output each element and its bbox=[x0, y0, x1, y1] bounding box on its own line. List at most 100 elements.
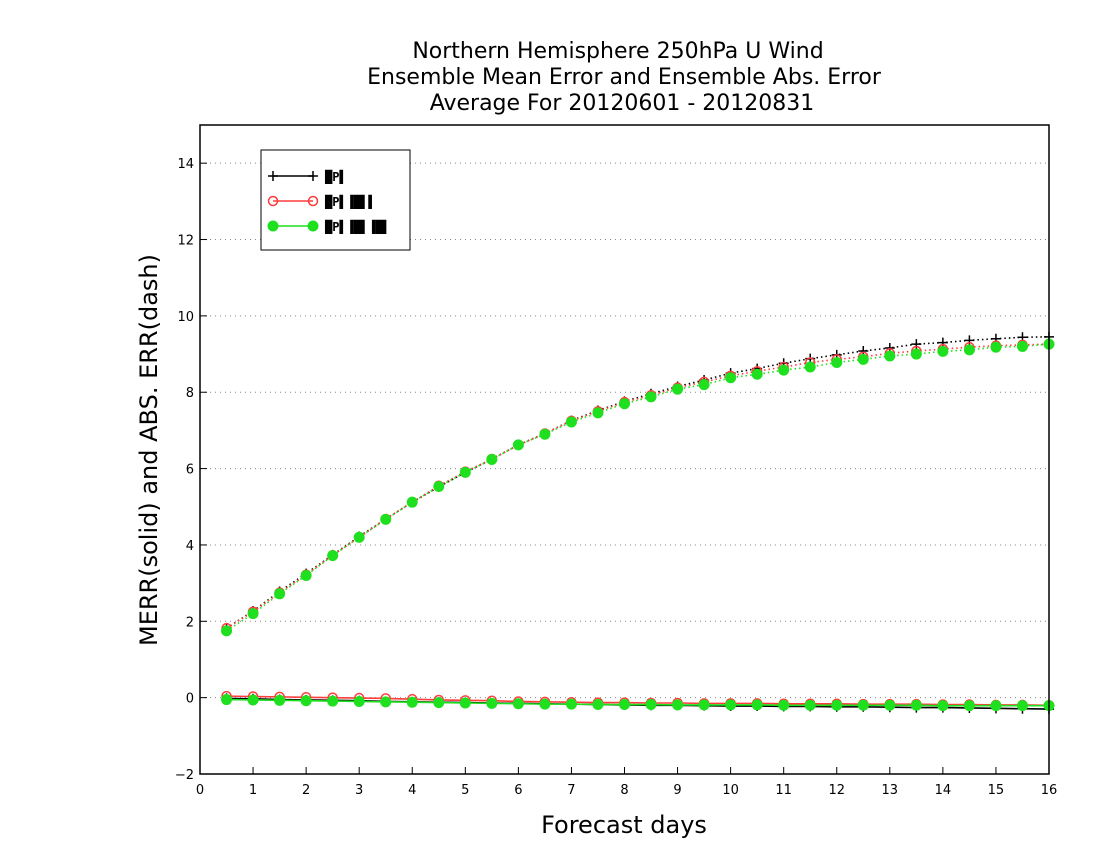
merr-point bbox=[406, 696, 418, 708]
merr-point bbox=[300, 695, 312, 707]
abs-err-point bbox=[592, 407, 604, 419]
abs-err-point bbox=[672, 383, 684, 395]
series-2 bbox=[221, 338, 1055, 712]
abs-err-point bbox=[327, 550, 339, 562]
y-tick-label: 14 bbox=[177, 157, 194, 172]
legend-marker bbox=[307, 195, 319, 207]
legend-entries: █P▌ █P▌▐█▌▌ █P▌▐█▌▐█▌ bbox=[267, 169, 390, 234]
legend-marker bbox=[268, 171, 278, 181]
x-tick-label: 0 bbox=[196, 783, 204, 798]
legend-marker bbox=[267, 220, 279, 232]
merr-point bbox=[645, 699, 657, 711]
merr-point bbox=[221, 694, 233, 706]
chart-title: Northern Hemisphere 250hPa U Wind Ensemb… bbox=[367, 39, 882, 116]
x-tick-label: 3 bbox=[355, 783, 363, 798]
gridlines bbox=[200, 162, 1049, 775]
merr-point bbox=[831, 699, 843, 711]
x-tick-label: 7 bbox=[567, 783, 575, 798]
abs-err-point bbox=[964, 335, 975, 346]
y-tick-label: 8 bbox=[186, 386, 194, 401]
abs-err-point bbox=[247, 608, 259, 620]
merr-point bbox=[725, 699, 737, 711]
abs-err-point bbox=[645, 391, 657, 403]
abs-err-point bbox=[1016, 340, 1028, 352]
merr-point bbox=[910, 699, 922, 711]
x-tick-label: 12 bbox=[828, 783, 845, 798]
legend-box bbox=[260, 149, 411, 251]
y-tick-label: 2 bbox=[186, 615, 194, 630]
merr-point bbox=[247, 694, 259, 706]
x-tick-label: 13 bbox=[882, 783, 899, 798]
abs-err-point bbox=[857, 353, 869, 365]
merr-point bbox=[274, 694, 286, 706]
abs-err-point bbox=[698, 379, 710, 391]
merr-point bbox=[804, 699, 816, 711]
merr-point bbox=[353, 695, 365, 707]
y-tick-label: 0 bbox=[186, 692, 194, 707]
series-0 bbox=[221, 331, 1054, 715]
plot-series bbox=[221, 331, 1055, 715]
abs-err-point bbox=[884, 350, 896, 362]
abs-err-line-0 bbox=[226, 336, 1050, 629]
x-tick-label: 10 bbox=[722, 783, 739, 798]
merr-point bbox=[592, 699, 604, 711]
legend-entry-2: █P▌▐█▌▐█▌ bbox=[267, 219, 390, 234]
abs-err-point bbox=[512, 439, 524, 451]
abs-err-point bbox=[486, 453, 498, 465]
legend-entry-1: █P▌▐█▌▌ bbox=[267, 194, 376, 209]
legend-marker bbox=[308, 171, 318, 181]
legend-marker bbox=[307, 220, 319, 232]
abs-err-point bbox=[910, 348, 922, 360]
x-axis-ticks: 0 1 2 3 4 5 6 7 8 9 10 11 12 13 14 15 16 bbox=[196, 767, 1057, 798]
abs-err-point bbox=[274, 588, 286, 600]
x-tick-label: 8 bbox=[620, 783, 628, 798]
title-line-1: Northern Hemisphere 250hPa U Wind bbox=[412, 39, 823, 64]
merr-point bbox=[751, 699, 763, 711]
merr-point bbox=[486, 697, 498, 709]
merr-point bbox=[937, 700, 949, 712]
x-tick-label: 9 bbox=[673, 783, 681, 798]
legend-label: █P▌ bbox=[324, 169, 347, 184]
series-1 bbox=[221, 338, 1055, 711]
merr-point bbox=[884, 699, 896, 711]
abs-err-point bbox=[751, 368, 763, 380]
legend-entry-0: █P▌ bbox=[268, 169, 347, 184]
merr-point bbox=[963, 700, 975, 712]
abs-err-point bbox=[539, 428, 551, 440]
abs-err-point bbox=[804, 361, 816, 373]
abs-err-point bbox=[433, 481, 445, 493]
abs-err-point bbox=[406, 496, 418, 508]
title-line-2: Ensemble Mean Error and Ensemble Abs. Er… bbox=[367, 65, 882, 90]
x-tick-label: 1 bbox=[249, 783, 257, 798]
abs-err-point bbox=[221, 625, 233, 637]
merr-point bbox=[433, 697, 445, 709]
x-tick-label: 16 bbox=[1041, 783, 1058, 798]
merr-point bbox=[380, 696, 392, 708]
x-tick-label: 15 bbox=[988, 783, 1005, 798]
merr-point bbox=[672, 699, 684, 711]
abs-err-point bbox=[565, 416, 577, 428]
x-tick-label: 11 bbox=[775, 783, 792, 798]
x-tick-label: 2 bbox=[302, 783, 310, 798]
abs-err-line-2 bbox=[226, 343, 1050, 632]
abs-err-point bbox=[725, 372, 737, 384]
legend-label: █P▌▐█▌▐█▌ bbox=[324, 219, 390, 234]
x-tick-label: 6 bbox=[514, 783, 522, 798]
x-tick-label: 4 bbox=[408, 783, 416, 798]
merr-point bbox=[619, 699, 630, 711]
abs-err-point bbox=[963, 344, 975, 356]
abs-err-point bbox=[911, 339, 922, 350]
merr-point bbox=[1016, 700, 1028, 712]
legend-marker bbox=[267, 195, 279, 207]
merr-point bbox=[698, 699, 710, 711]
abs-err-point bbox=[831, 356, 843, 368]
y-tick-label: 12 bbox=[177, 234, 194, 249]
legend-label: █P▌▐█▌▌ bbox=[324, 194, 376, 209]
abs-err-point bbox=[778, 364, 790, 376]
merr-point bbox=[778, 699, 790, 711]
abs-err-point bbox=[937, 345, 949, 357]
y-tick-label: 6 bbox=[186, 463, 194, 478]
abs-err-point bbox=[990, 341, 1002, 353]
y-tick-label: −2 bbox=[175, 768, 194, 783]
